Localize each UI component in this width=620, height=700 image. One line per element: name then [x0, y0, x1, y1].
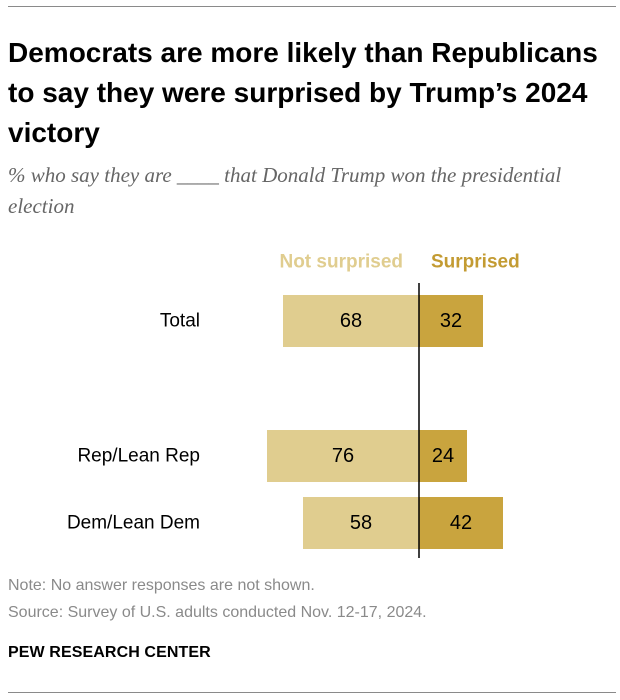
value-label-surprised-rep-lean-rep: 24 — [432, 445, 454, 467]
category-label-rep-lean-rep: Rep/Lean Rep — [77, 446, 200, 467]
bar-not-surprised-dem-lean-dem — [303, 497, 419, 549]
category-label-total: Total — [160, 311, 200, 332]
diverging-bar-chart: Not surprised Surprised Total 68 32 Rep/Lean … — [67, 252, 520, 558]
value-label-not-surprised-rep-lean-rep: 76 — [332, 445, 354, 467]
chart-subtitle: % who say they are ____ that Donald Trum… — [8, 163, 562, 218]
chart-source: Source: Survey of U.S. adults conducted … — [8, 604, 427, 621]
bar-surprised-dem-lean-dem — [419, 497, 503, 549]
value-label-surprised-total: 32 — [440, 310, 462, 332]
legend-surprised: Surprised — [431, 252, 520, 273]
brand-logo-text: PEW RESEARCH CENTER — [8, 644, 211, 661]
bar-surprised-rep-lean-rep — [419, 430, 467, 482]
chart-title: Democrats are more likely than Republica… — [8, 37, 598, 148]
value-label-not-surprised-total: 68 — [340, 310, 362, 332]
bar-not-surprised-rep-lean-rep — [267, 430, 419, 482]
bottom-rule — [8, 692, 616, 693]
top-rule — [8, 6, 616, 7]
legend-not-surprised: Not surprised — [279, 252, 403, 273]
bar-surprised-total — [419, 295, 483, 347]
chart-note: Note: No answer responses are not shown. — [8, 577, 315, 594]
bar-not-surprised-total — [283, 295, 419, 347]
category-label-dem-lean-dem: Dem/Lean Dem — [67, 513, 200, 534]
value-label-not-surprised-dem-lean-dem: 58 — [350, 512, 372, 534]
value-label-surprised-dem-lean-dem: 42 — [450, 512, 472, 534]
